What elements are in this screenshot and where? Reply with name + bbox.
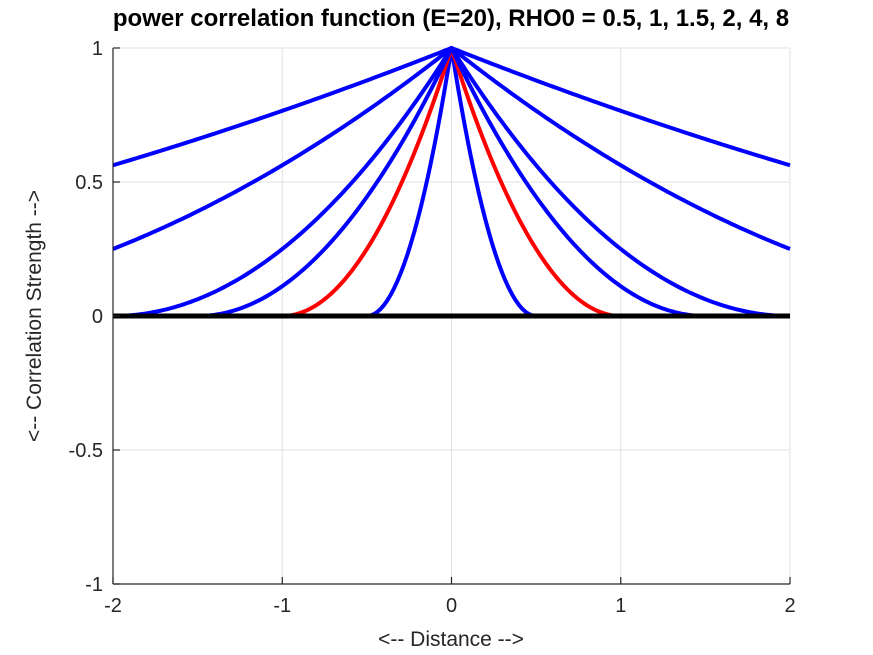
x-tick-label: 0 [446,595,457,617]
curve-rho0-8 [112,46,791,168]
y-tick-label: 0 [92,306,103,328]
x-tick-label: -1 [273,595,291,617]
y-tick-label: -1 [85,574,103,596]
chart-title: power correlation function (E=20), RHO0 … [113,5,789,32]
x-tick-label: 2 [784,595,795,617]
y-tick-label: -0.5 [69,440,103,462]
y-tick-label: 1 [92,38,103,60]
tick-labels: -2 -1 0 1 2-1-0.500.51 [69,38,796,617]
x-tick-label: -2 [104,595,122,617]
axes-spines-and-ticks [112,47,791,585]
x-tick-label: 1 [615,595,626,617]
y-axis-label: <-- Correlation Strength --> [23,190,46,442]
y-tick-label: 0.5 [75,172,103,194]
x-axis-label: <-- Distance --> [378,628,524,651]
